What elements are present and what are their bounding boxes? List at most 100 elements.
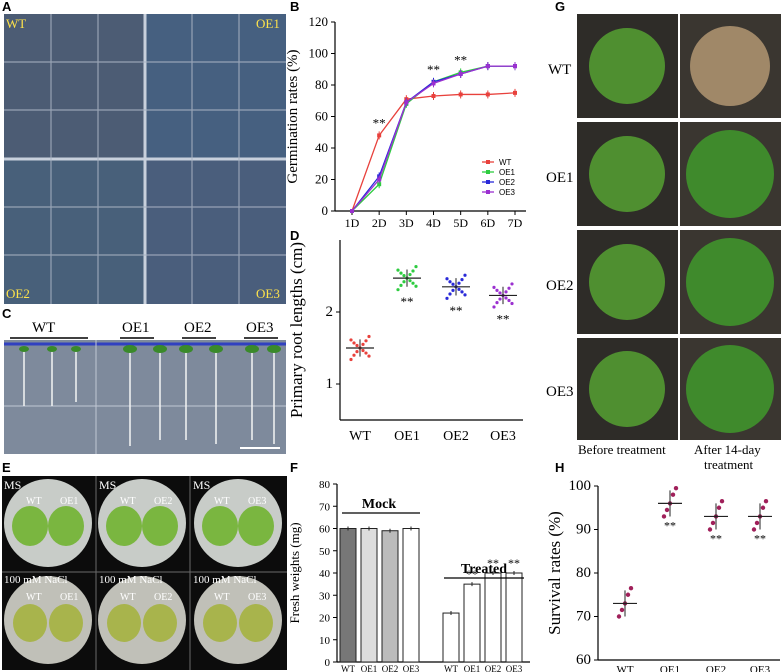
chart-d-point xyxy=(402,280,406,284)
panel-letter-f: F xyxy=(290,460,298,475)
chart-h-point xyxy=(716,505,722,510)
panel-g-row-label-oe1: OE1 xyxy=(546,170,574,186)
chart-f-ytick-label: 80 xyxy=(319,479,331,491)
chart-f-sig-label: ** xyxy=(508,556,520,570)
chart-h-point xyxy=(664,507,670,513)
chart-b-xtick-label: 4D xyxy=(426,216,441,230)
chart-b-ytick-label: 40 xyxy=(315,140,328,155)
chart-d-sig-label: ** xyxy=(497,311,510,326)
panel-a-label-oe3: OE3 xyxy=(256,286,280,301)
panel-e-plate-label-wt-2: WT xyxy=(120,496,136,507)
panel-letter-e: E xyxy=(2,460,11,475)
panel-g-row-label-oe3: OE3 xyxy=(546,384,574,400)
chart-d-xtick-label: OE1 xyxy=(394,429,420,444)
panel-e-plate-label-oe1: OE1 xyxy=(60,496,79,507)
panel-c-label-wt: WT xyxy=(32,320,56,336)
chart-f-xtick-label: WT xyxy=(444,664,458,672)
chart-f-ytick-label: 70 xyxy=(319,501,331,513)
chart-d-point xyxy=(367,354,371,358)
chart-d-point xyxy=(399,271,403,275)
panel-a-seedling-photo: WT OE1 OE2 OE3 xyxy=(4,14,286,304)
chart-f-bar xyxy=(381,530,399,663)
panel-e-plate-label-wt-6: WT xyxy=(214,592,230,603)
chart-b-sig-label: ** xyxy=(427,62,440,77)
chart-b-legend-label: OE1 xyxy=(499,168,516,177)
chart-d-point xyxy=(504,290,508,294)
chart-h-xtick-label: OE1 xyxy=(660,664,680,672)
chart-h-sig-label: ** xyxy=(754,531,766,545)
chart-h-ytick-label: 100 xyxy=(569,478,592,494)
chart-d-point xyxy=(361,342,365,346)
chart-h-ylabel: Survival rates (%) xyxy=(545,511,564,635)
chart-b-legend-label: WT xyxy=(499,158,512,167)
chart-d-point xyxy=(396,288,400,292)
chart-f-bar xyxy=(360,528,378,663)
chart-f-ytick-label: 20 xyxy=(319,613,331,625)
panel-c-label-oe1: OE1 xyxy=(122,320,150,336)
chart-h-point xyxy=(760,505,766,510)
chart-d-point xyxy=(457,287,461,291)
chart-h-ytick-label: 90 xyxy=(576,522,591,538)
chart-d-point xyxy=(507,286,511,290)
chart-h-point xyxy=(670,492,676,497)
chart-d-point xyxy=(498,297,502,301)
panel-e-plate-label-oe2: OE2 xyxy=(154,496,173,507)
panel-a-label-oe2: OE2 xyxy=(6,286,30,301)
panel-g-col-label-after-2: treatment xyxy=(704,457,754,472)
chart-h-point xyxy=(710,520,716,526)
panel-e-plate-label-oe3-b: OE3 xyxy=(248,592,267,603)
chart-d-point xyxy=(451,288,455,292)
panel-c-root-photo xyxy=(4,340,286,454)
panel-letter-g: G xyxy=(555,0,566,14)
chart-d-point xyxy=(396,268,400,272)
chart-h-point xyxy=(751,527,757,532)
panel-e-plate-label-oe3: OE3 xyxy=(248,496,267,507)
chart-f-bar xyxy=(505,572,523,663)
chart-f-ytick-label: 40 xyxy=(319,568,331,580)
chart-h-point xyxy=(625,592,631,597)
chart-b-legend-marker xyxy=(486,180,490,184)
panel-a-label-wt: WT xyxy=(6,16,27,31)
chart-d-point xyxy=(460,290,464,294)
chart-h-point xyxy=(661,514,667,519)
chart-h-xtick-label: OE3 xyxy=(750,664,771,672)
chart-f-ytick-label: 10 xyxy=(319,635,331,647)
chart-d-point xyxy=(510,282,514,286)
panel-e-ms-label-2: MS xyxy=(99,478,117,492)
chart-b-ytick-label: 0 xyxy=(322,203,329,218)
chart-b-ytick-label: 60 xyxy=(315,109,328,124)
chart-d-point xyxy=(399,283,403,287)
chart-b-line-oe1 xyxy=(351,65,515,212)
panel-e-plate-label-wt-5: WT xyxy=(120,592,136,603)
chart-h-ytick-label: 60 xyxy=(576,652,591,668)
chart-f-mock-label: Mock xyxy=(362,497,396,512)
chart-d-point xyxy=(463,293,467,297)
chart-d-point xyxy=(352,341,356,345)
chart-h-xtick-label: WT xyxy=(616,664,633,672)
chart-h-ytick-label: 80 xyxy=(576,565,591,581)
panel-letter-a: A xyxy=(2,0,12,14)
chart-d-ytick-label: 2 xyxy=(326,304,334,320)
chart-b-sig-label: ** xyxy=(373,115,386,130)
chart-b-xtick-label: 1D xyxy=(345,216,360,230)
chart-d-point xyxy=(504,296,508,300)
panel-e-nacl-label-3: 100 mM NaCl xyxy=(193,574,257,586)
chart-h-point xyxy=(707,527,713,532)
chart-d-point xyxy=(349,338,353,342)
chart-d-xtick-label: OE3 xyxy=(490,429,516,444)
panel-e-ms-label-1: MS xyxy=(4,478,22,492)
chart-d-ytick-label: 1 xyxy=(326,376,334,392)
chart-h-point xyxy=(628,586,634,591)
chart-f-xtick-label: OE2 xyxy=(382,664,399,672)
panel-g-rosette-photo xyxy=(577,14,781,440)
chart-d-point xyxy=(445,277,449,281)
chart-f-ytick-label: 50 xyxy=(319,546,331,558)
chart-b-xtick-label: 7D xyxy=(508,216,523,230)
chart-d-point xyxy=(411,269,415,273)
chart-d-point xyxy=(364,351,368,355)
chart-f-bar xyxy=(402,528,420,663)
chart-b-line-oe3 xyxy=(351,65,515,212)
chart-d-point xyxy=(411,281,415,285)
chart-d-point xyxy=(448,280,452,284)
